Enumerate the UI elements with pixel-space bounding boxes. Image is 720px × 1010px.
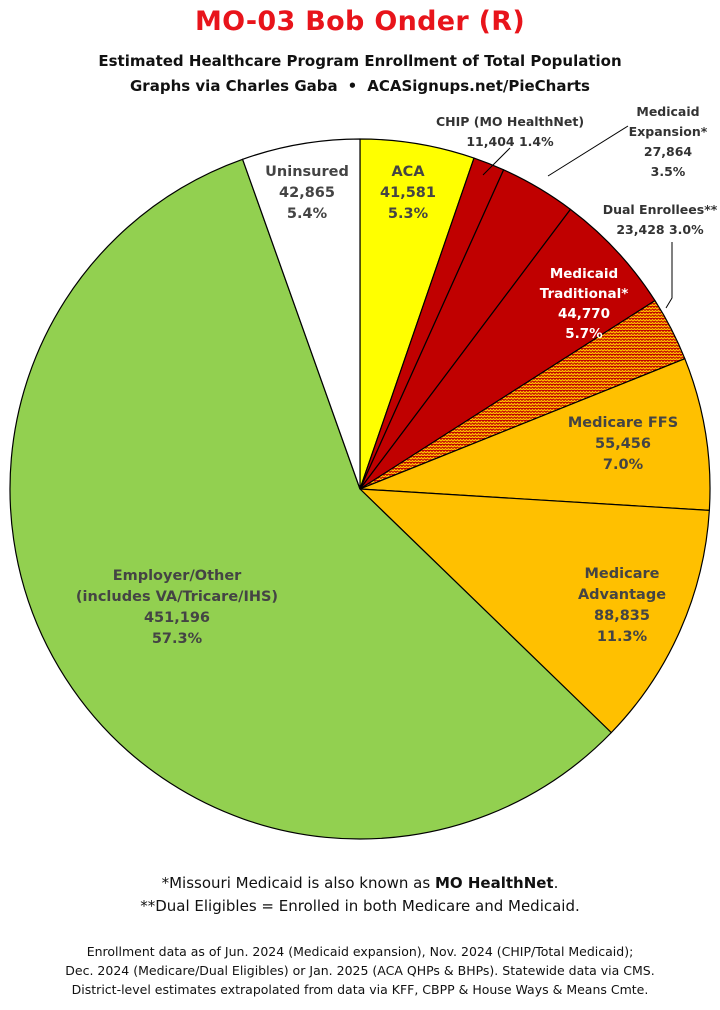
- label-line-medicaid-expansion: Expansion*: [629, 124, 708, 139]
- label-line-medicare-advantage: Medicare: [585, 566, 660, 582]
- slice-medicaid-traditional: [359, 208, 656, 490]
- label-line-medicare-advantage: 88,835: [594, 608, 650, 624]
- chart-credit: Graphs via Charles Gaba • ACASignups.net/P…: [0, 77, 720, 95]
- label-line-chip: CHIP (MO HealthNet): [436, 114, 584, 129]
- pie-slices: [9, 138, 711, 840]
- label-line-medicaid-expansion: 27,864: [644, 144, 693, 159]
- leader-line-medicaid-expansion: [547, 125, 629, 177]
- dual-note: **Dual Eligibles = Enrolled in both Medi…: [140, 897, 580, 915]
- label-line-medicare-advantage: Advantage: [578, 587, 666, 603]
- label-line-uninsured: Uninsured: [265, 164, 349, 180]
- label-line-chip: 11,404 1.4%: [466, 134, 554, 149]
- label-line-medicare-advantage: 11.3%: [597, 629, 648, 645]
- label-line-medicaid-traditional: Traditional*: [540, 286, 629, 302]
- label-aca: ACA 41,581 5.3%: [380, 164, 436, 222]
- credit-author: Graphs via Charles Gaba: [130, 77, 338, 95]
- label-medicare-advantage: Medicare Advantage 88,835 11.3%: [578, 566, 666, 645]
- label-line-employer-other: (includes VA/Tricare/IHS): [76, 589, 278, 605]
- label-dual-enrollees: Dual Enrollees** 23,428 3.0%: [603, 202, 718, 237]
- leader-line-chip: [482, 147, 511, 176]
- leader-line-dual-enrollees: [665, 242, 673, 309]
- pie-labels: ACA 41,581 5.3% CHIP (MO HealthNet) 11,404 1…: [76, 104, 718, 647]
- footer-line-1: Enrollment data as of Jun. 2024 (Medicai…: [86, 944, 634, 959]
- credit-url: ACASignups.net/PieCharts: [367, 77, 590, 95]
- medicaid-note-suffix: .: [553, 874, 559, 892]
- label-line-aca: 41,581: [380, 185, 436, 201]
- label-line-uninsured: 5.4%: [287, 206, 328, 222]
- label-line-employer-other: 451,196: [144, 610, 210, 626]
- label-line-employer-other: 57.3%: [152, 631, 203, 647]
- label-medicare-ffs: Medicare FFS 55,456 7.0%: [568, 415, 678, 473]
- label-uninsured: Uninsured 42,865 5.4%: [265, 164, 349, 222]
- label-line-aca: ACA: [391, 164, 425, 180]
- label-line-medicaid-expansion: 3.5%: [651, 164, 686, 179]
- label-line-medicaid-expansion: Medicaid: [636, 104, 699, 119]
- slice-employer-other: [9, 158, 612, 840]
- footer-line-2: Dec. 2024 (Medicare/Dual Eligibles) or J…: [65, 963, 655, 978]
- label-line-medicare-ffs: 55,456: [595, 436, 651, 452]
- label-line-aca: 5.3%: [388, 206, 429, 222]
- slice-medicare-advantage: [359, 488, 710, 734]
- leader-lines: [482, 125, 673, 309]
- label-line-medicaid-traditional: 5.7%: [565, 326, 603, 342]
- label-medicaid-expansion: Medicaid Expansion* 27,864 3.5%: [629, 104, 708, 179]
- slice-uninsured: [242, 138, 361, 490]
- pie-chart: ACA 41,581 5.3% CHIP (MO HealthNet) 11,404 1…: [9, 104, 718, 840]
- label-line-medicaid-traditional: Medicaid: [550, 266, 618, 282]
- label-line-medicare-ffs: Medicare FFS: [568, 415, 678, 431]
- label-chip: CHIP (MO HealthNet) 11,404 1.4%: [436, 114, 584, 149]
- chart-subtitle: Estimated Healthcare Program Enrollment …: [98, 52, 622, 70]
- label-employer-other: Employer/Other (includes VA/Tricare/IHS) 4…: [76, 568, 278, 647]
- footer-line-3: District-level estimates extrapolated fr…: [71, 982, 649, 997]
- label-line-uninsured: 42,865: [279, 185, 335, 201]
- label-line-medicare-ffs: 7.0%: [603, 457, 644, 473]
- credit-separator: •: [347, 77, 358, 95]
- label-line-dual-enrollees: 23,428 3.0%: [616, 222, 704, 237]
- medicaid-note-bold: MO HealthNet: [434, 874, 554, 892]
- slice-medicare-ffs: [359, 358, 711, 511]
- label-medicaid-traditional: Medicaid Traditional* 44,770 5.7%: [540, 266, 629, 342]
- medicaid-note: *Missouri Medicaid is also known as MO H…: [0, 874, 720, 892]
- label-line-employer-other: Employer/Other: [113, 568, 242, 584]
- medicaid-note-prefix: *Missouri Medicaid is also known as: [161, 874, 435, 892]
- label-line-dual-enrollees: Dual Enrollees**: [603, 202, 718, 217]
- label-line-medicaid-traditional: 44,770: [558, 306, 610, 322]
- chart-title: MO-03 Bob Onder (R): [194, 6, 526, 37]
